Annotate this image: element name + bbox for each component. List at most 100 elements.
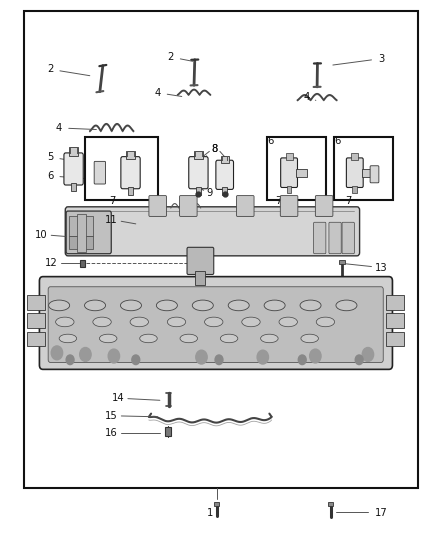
Bar bbox=[127, 187, 134, 195]
Bar bbox=[27, 313, 45, 328]
Bar bbox=[328, 502, 333, 506]
Ellipse shape bbox=[228, 300, 249, 311]
Bar bbox=[69, 216, 93, 236]
Text: 6: 6 bbox=[334, 136, 340, 146]
Text: 5: 5 bbox=[47, 152, 53, 162]
Circle shape bbox=[51, 346, 63, 360]
Text: 4: 4 bbox=[56, 123, 62, 133]
Circle shape bbox=[108, 349, 120, 363]
Circle shape bbox=[298, 355, 306, 365]
Text: 7: 7 bbox=[109, 197, 115, 206]
Bar bbox=[69, 148, 78, 156]
FancyBboxPatch shape bbox=[281, 158, 297, 188]
Text: 14: 14 bbox=[112, 393, 124, 403]
Ellipse shape bbox=[59, 334, 77, 343]
Text: 8: 8 bbox=[212, 144, 218, 154]
Text: 2: 2 bbox=[168, 52, 174, 62]
Ellipse shape bbox=[167, 317, 186, 327]
Bar bbox=[286, 153, 293, 159]
Bar bbox=[80, 260, 85, 267]
Text: 4: 4 bbox=[155, 88, 161, 98]
Bar bbox=[222, 187, 227, 195]
Bar bbox=[353, 186, 357, 192]
Circle shape bbox=[215, 355, 223, 365]
Circle shape bbox=[66, 355, 74, 365]
FancyBboxPatch shape bbox=[94, 161, 106, 184]
Bar bbox=[27, 295, 45, 310]
FancyBboxPatch shape bbox=[180, 196, 197, 216]
FancyBboxPatch shape bbox=[189, 157, 208, 189]
FancyBboxPatch shape bbox=[346, 158, 363, 188]
Circle shape bbox=[310, 349, 321, 363]
Ellipse shape bbox=[56, 317, 74, 327]
Ellipse shape bbox=[156, 300, 177, 311]
Text: 10: 10 bbox=[35, 230, 48, 239]
Circle shape bbox=[362, 348, 374, 361]
Ellipse shape bbox=[300, 300, 321, 311]
Bar bbox=[195, 187, 201, 195]
Text: 17: 17 bbox=[374, 508, 388, 518]
Bar bbox=[27, 332, 45, 346]
Bar bbox=[77, 214, 86, 252]
Text: 4: 4 bbox=[304, 92, 310, 102]
Ellipse shape bbox=[85, 300, 106, 311]
FancyBboxPatch shape bbox=[121, 157, 140, 189]
Text: 7: 7 bbox=[345, 197, 351, 206]
Bar bbox=[24, 11, 418, 488]
Ellipse shape bbox=[261, 334, 278, 343]
Text: 6: 6 bbox=[47, 171, 53, 181]
Circle shape bbox=[257, 350, 268, 364]
Ellipse shape bbox=[99, 334, 117, 343]
Bar bbox=[334, 137, 393, 200]
Text: 8: 8 bbox=[212, 144, 218, 154]
Bar bbox=[386, 313, 404, 328]
Ellipse shape bbox=[140, 334, 157, 343]
Text: 15: 15 bbox=[105, 411, 118, 421]
Ellipse shape bbox=[192, 300, 213, 311]
Ellipse shape bbox=[180, 334, 198, 343]
Bar bbox=[386, 332, 404, 346]
Bar bbox=[69, 236, 93, 249]
Ellipse shape bbox=[120, 300, 141, 311]
Text: 11: 11 bbox=[105, 215, 118, 224]
FancyBboxPatch shape bbox=[149, 196, 166, 216]
FancyBboxPatch shape bbox=[66, 211, 111, 254]
Text: 13: 13 bbox=[375, 263, 387, 272]
FancyBboxPatch shape bbox=[237, 196, 254, 216]
Text: 16: 16 bbox=[105, 429, 118, 438]
Ellipse shape bbox=[279, 317, 297, 327]
Bar bbox=[85, 137, 158, 200]
FancyBboxPatch shape bbox=[65, 207, 360, 256]
Ellipse shape bbox=[130, 317, 148, 327]
Text: 7: 7 bbox=[275, 197, 281, 206]
Bar bbox=[362, 169, 373, 176]
Ellipse shape bbox=[93, 317, 111, 327]
Bar bbox=[287, 186, 291, 192]
Bar bbox=[339, 260, 345, 264]
Ellipse shape bbox=[205, 317, 223, 327]
FancyBboxPatch shape bbox=[39, 277, 392, 369]
Circle shape bbox=[132, 355, 140, 365]
Bar bbox=[351, 153, 358, 159]
FancyBboxPatch shape bbox=[216, 160, 233, 189]
Text: 1: 1 bbox=[207, 508, 213, 518]
Bar bbox=[386, 295, 404, 310]
FancyBboxPatch shape bbox=[64, 153, 83, 185]
Text: 12: 12 bbox=[45, 259, 58, 268]
Bar bbox=[194, 151, 203, 159]
Ellipse shape bbox=[264, 300, 285, 311]
FancyBboxPatch shape bbox=[370, 166, 379, 183]
FancyBboxPatch shape bbox=[329, 222, 341, 254]
Circle shape bbox=[80, 348, 91, 361]
Bar bbox=[195, 271, 205, 285]
Bar bbox=[221, 156, 229, 163]
Circle shape bbox=[355, 355, 363, 365]
Text: 6: 6 bbox=[268, 136, 274, 146]
Bar bbox=[165, 427, 171, 436]
Ellipse shape bbox=[242, 317, 260, 327]
Ellipse shape bbox=[336, 300, 357, 311]
FancyBboxPatch shape bbox=[315, 196, 333, 216]
Text: 9: 9 bbox=[206, 188, 212, 198]
Bar bbox=[267, 137, 326, 200]
FancyBboxPatch shape bbox=[342, 222, 354, 254]
